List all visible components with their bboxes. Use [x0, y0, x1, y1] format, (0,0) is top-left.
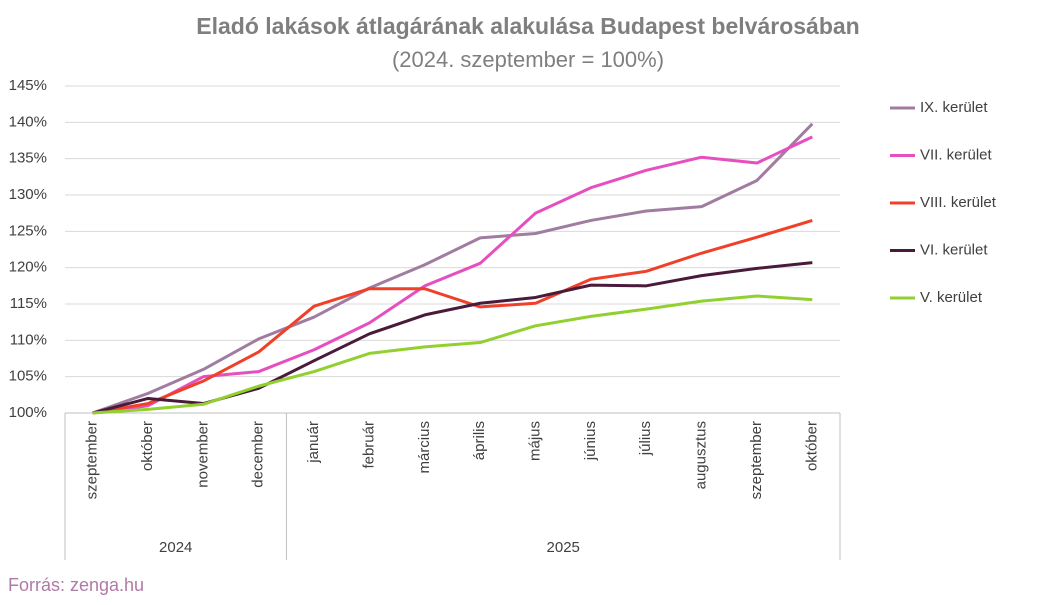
x-tick-label: augusztus: [693, 421, 710, 489]
y-tick-label: 135%: [9, 150, 47, 167]
x-tick-label: július: [637, 421, 654, 456]
y-tick-label: 110%: [10, 331, 47, 348]
chart-subtitle: (2024. szeptember = 100%): [392, 47, 664, 72]
x-tick-label: február: [360, 421, 377, 469]
series-line: [92, 122, 814, 415]
y-tick-label: 100%: [9, 404, 47, 421]
legend-label: IX. kerület: [920, 99, 988, 116]
x-tick-label: december: [250, 421, 267, 488]
series-line: [92, 261, 813, 415]
y-tick-label: 125%: [9, 222, 47, 239]
x-tick-label: január: [305, 421, 322, 464]
x-tick-label: november: [194, 421, 211, 488]
legend-label: V. kerület: [920, 289, 983, 306]
series-line: [92, 218, 813, 415]
x-tick-label: április: [471, 421, 488, 460]
x-group-label: 2024: [159, 539, 192, 556]
series-line: [92, 294, 813, 415]
chart-title: Eladó lakások átlagárának alakulása Buda…: [196, 13, 859, 39]
x-group-label: 2025: [547, 539, 580, 556]
legend-label: VII. kerület: [920, 146, 993, 163]
x-tick-label: október: [139, 421, 156, 471]
x-tick-label: március: [416, 421, 433, 474]
x-tick-label: május: [527, 421, 544, 461]
y-tick-label: 115%: [10, 295, 47, 312]
y-tick-label: 105%: [9, 368, 47, 385]
x-tick-label: október: [803, 421, 820, 471]
y-tick-label: 120%: [9, 259, 47, 276]
y-tick-label: 145%: [9, 77, 47, 94]
x-tick-label: szeptember: [84, 421, 101, 499]
x-tick-label: június: [582, 421, 599, 461]
x-tick-label: szeptember: [748, 421, 765, 499]
y-tick-label: 140%: [9, 113, 47, 130]
y-tick-label: 130%: [9, 186, 47, 203]
legend-label: VIII. kerület: [920, 194, 997, 211]
legend-label: VI. kerület: [920, 241, 988, 258]
source-note: Forrás: zenga.hu: [8, 575, 144, 595]
